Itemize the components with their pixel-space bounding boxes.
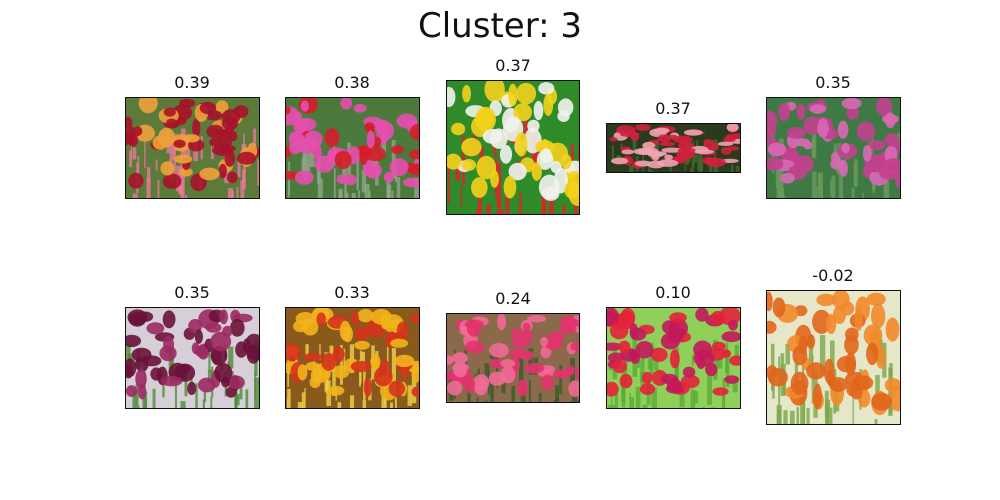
tulip-thumbnail [766,97,901,199]
tulip-thumbnail [285,97,420,199]
similarity-score: 0.38 [334,73,370,92]
tulip-thumbnail [606,123,741,173]
tulip-thumbnail [446,80,580,215]
similarity-score: -0.02 [812,266,854,285]
similarity-score: 0.39 [174,73,210,92]
similarity-score: 0.33 [334,283,370,302]
tulip-thumbnail [125,307,260,409]
similarity-score: 0.37 [655,99,691,118]
tulip-thumbnail [125,97,260,199]
tulip-thumbnail [606,307,741,409]
cluster-title: Cluster: 3 [418,6,582,46]
similarity-score: 0.10 [655,283,691,302]
similarity-score: 0.35 [174,283,210,302]
tulip-thumbnail [446,313,580,403]
tulip-thumbnail [285,307,420,409]
similarity-score: 0.35 [815,73,851,92]
similarity-score: 0.24 [495,289,531,308]
tulip-thumbnail [766,290,901,425]
similarity-score: 0.37 [495,56,531,75]
